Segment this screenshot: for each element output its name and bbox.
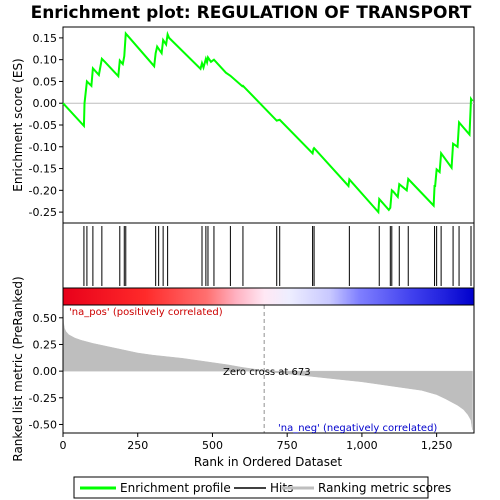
pos-label: 'na_pos' (positively correlated) xyxy=(69,307,223,318)
metric-y-tick-label: -0.50 xyxy=(29,418,57,431)
es-y-tick-label: 0.15 xyxy=(33,32,58,45)
zero-cross-label: Zero cross at 673 xyxy=(223,367,311,378)
enrichment-profile-line xyxy=(62,30,474,215)
es-y-tick-label: -0.05 xyxy=(29,119,57,132)
metric-y-axis-label: Ranked list metric (PreRanked) xyxy=(11,276,25,461)
x-tick-label: 1,000 xyxy=(346,439,378,452)
metric-panel-border xyxy=(62,304,475,434)
legend-metric-label: Ranking metric scores xyxy=(318,481,451,495)
metric-y-tick-label: 0.50 xyxy=(33,312,58,325)
hits-panel-frame xyxy=(62,222,475,289)
es-y-ticks: 0.15 0.10 0.05 0.00 -0.05 -0.10 -0.15 -0.20 -0.2… xyxy=(29,32,63,219)
x-tick-label: 250 xyxy=(127,439,148,452)
neg-label: 'na_neg' (negatively correlated) xyxy=(278,423,437,434)
metric-y-tick-label: -0.25 xyxy=(29,392,57,405)
es-y-tick-label: 0.10 xyxy=(33,54,58,67)
es-y-tick-label: -0.10 xyxy=(29,141,57,154)
es-y-tick-label: -0.25 xyxy=(29,206,57,219)
legend-profile-label: Enrichment profile xyxy=(120,481,231,495)
metric-y-ticks: 0.50 0.25 0.00 -0.25 -0.50 xyxy=(29,312,63,431)
legend-hits-label: Hits xyxy=(270,481,293,495)
hit-marks xyxy=(83,226,472,286)
x-tick-label: 750 xyxy=(277,439,298,452)
color-band xyxy=(62,287,475,306)
legend: Enrichment profile Hits Ranking metric s… xyxy=(73,476,451,499)
x-tick-label: 0 xyxy=(60,439,67,452)
hits-panel xyxy=(62,222,475,289)
metric-panel: 0.50 0.25 0.00 -0.25 -0.50 0 250 500 750 1,000 1,… xyxy=(11,276,475,469)
x-tick-label: 1,250 xyxy=(421,439,453,452)
es-y-tick-label: -0.20 xyxy=(29,184,57,197)
es-y-axis-label: Enrichment score (ES) xyxy=(11,58,25,191)
es-y-tick-label: -0.15 xyxy=(29,163,57,176)
es-y-tick-label: 0.00 xyxy=(33,97,58,110)
metric-y-tick-label: 0.00 xyxy=(33,365,58,378)
es-panel: 0.15 0.10 0.05 0.00 -0.05 -0.10 -0.15 -0.20 -0.2… xyxy=(11,26,475,224)
x-axis-label: Rank in Ordered Dataset xyxy=(194,455,342,469)
ranking-metric-area xyxy=(62,307,473,430)
es-y-tick-label: 0.05 xyxy=(33,75,58,88)
metric-y-tick-label: 0.25 xyxy=(33,338,58,351)
rank-color-band xyxy=(62,287,475,306)
x-tick-label: 500 xyxy=(202,439,223,452)
chart-title: Enrichment plot: REGULATION OF TRANSPORT xyxy=(31,3,472,23)
metric-x-ticks: 0 250 500 750 1,000 1,250 xyxy=(60,433,453,452)
